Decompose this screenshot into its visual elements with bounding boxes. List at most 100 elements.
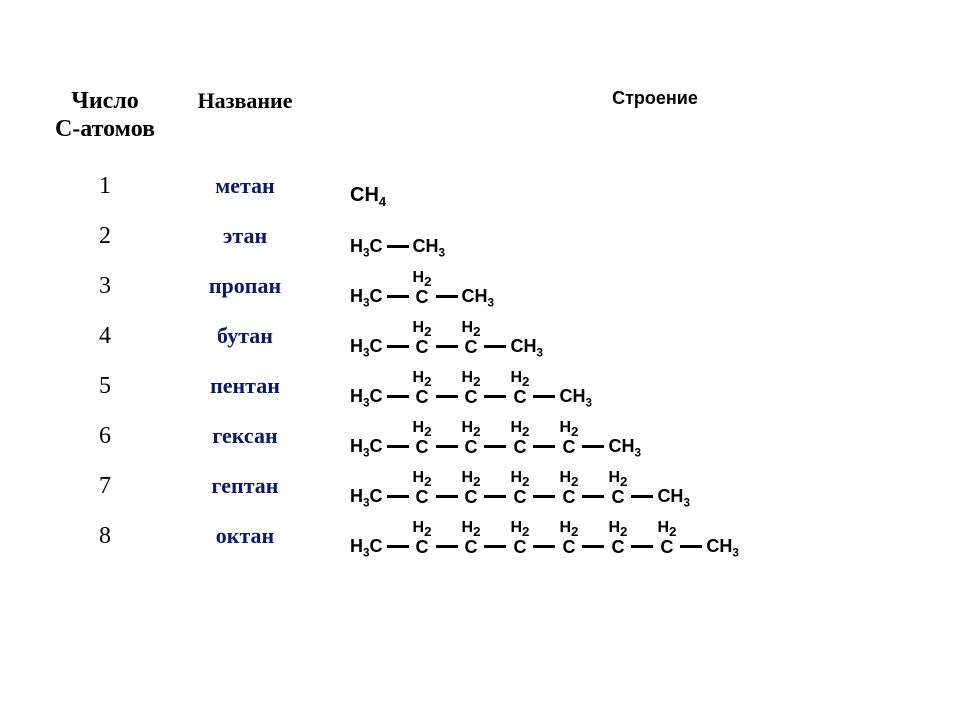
carbon-count: 4 <box>40 323 170 350</box>
bond-icon <box>387 295 409 298</box>
ch2-group: H2C <box>413 521 432 555</box>
compound-name: гептан <box>170 473 320 499</box>
carbon-count: 1 <box>40 173 170 200</box>
ch2-group: H2C <box>413 321 432 355</box>
table-row: 1метан CH4 <box>40 161 960 211</box>
carbon-count: 7 <box>40 473 170 500</box>
ch2-group: H2C <box>608 521 627 555</box>
table-row: 2этан H3C CH3 <box>40 211 960 261</box>
bond-icon <box>436 295 458 298</box>
structure-chain: CH4 <box>350 167 386 205</box>
bond-icon <box>484 495 506 498</box>
bond-icon <box>533 445 555 448</box>
terminal-group: CH3 <box>608 437 641 455</box>
ch2-group: H2C <box>462 521 481 555</box>
compound-name: этан <box>170 223 320 249</box>
table-row: 8октанH3CH2CH2CH2CH2CH2CH2CCH3 <box>40 511 960 561</box>
ch2-group: H2C <box>608 471 627 505</box>
compound-name: бутан <box>170 323 320 349</box>
ch2-group: H2C <box>413 471 432 505</box>
structure-chain: H3CH2CH2CH2CCH3 <box>350 367 592 405</box>
structure-cell: CH4 <box>320 167 386 205</box>
bond-icon <box>436 395 458 398</box>
ch2-group: H2C <box>657 521 676 555</box>
methane-formula: CH4 <box>350 185 386 205</box>
ch2-group: H2C <box>510 421 529 455</box>
header-num-line2: С-атомов <box>40 116 170 144</box>
bond-icon <box>436 445 458 448</box>
bond-icon <box>387 445 409 448</box>
compound-name: метан <box>170 173 320 199</box>
structure-cell: H3C H2C CH3 <box>320 267 494 305</box>
structure-chain: H3CH2CH2CH2CH2CH2CCH3 <box>350 467 690 505</box>
structure-chain: H3CH2CH2CH2CH2CH2CH2CCH3 <box>350 517 739 555</box>
header-col-name: Название <box>170 88 320 143</box>
compound-name: гексан <box>170 423 320 449</box>
ch2-group: H2C <box>462 371 481 405</box>
bond-icon <box>631 495 653 498</box>
carbon-count: 6 <box>40 423 170 450</box>
compound-name: пентан <box>170 373 320 399</box>
structure-cell: H3C H2C H2C CH3 <box>320 317 543 355</box>
terminal-group: CH3 <box>657 487 690 505</box>
ch2-group: H2C <box>559 421 578 455</box>
bond-icon <box>582 495 604 498</box>
ch2-group: H2C <box>413 271 432 305</box>
structure-chain: H3C CH3 <box>350 217 445 255</box>
bond-icon <box>484 445 506 448</box>
bond-icon <box>387 245 409 248</box>
ch2-group: H2C <box>462 321 481 355</box>
ch2-group: H2C <box>462 421 481 455</box>
header-col-number: Число С-атомов <box>40 88 170 143</box>
ch2-group: H2C <box>462 471 481 505</box>
bond-icon <box>387 345 409 348</box>
ch2-group: H2C <box>559 471 578 505</box>
bond-icon <box>533 395 555 398</box>
terminal-group: CH3 <box>413 237 446 255</box>
bond-icon <box>631 545 653 548</box>
carbon-count: 3 <box>40 273 170 300</box>
table-row: 7гептанH3CH2CH2CH2CH2CH2CCH3 <box>40 461 960 511</box>
terminal-group: H3C <box>350 287 383 305</box>
bond-icon <box>436 545 458 548</box>
carbon-count: 5 <box>40 373 170 400</box>
carbon-count: 2 <box>40 223 170 250</box>
bond-icon <box>484 395 506 398</box>
bond-icon <box>680 545 702 548</box>
ch2-group: H2C <box>413 421 432 455</box>
bond-icon <box>387 495 409 498</box>
table-row: 3пропанH3CH2CCH3 <box>40 261 960 311</box>
ch2-group: H2C <box>510 471 529 505</box>
bond-icon <box>533 495 555 498</box>
terminal-group: H3C <box>350 437 383 455</box>
bond-icon <box>436 495 458 498</box>
terminal-group: H3C <box>350 387 383 405</box>
bond-icon <box>533 545 555 548</box>
structure-cell: H3CH2CH2CH2CH2CH2CH2CCH3 <box>320 517 739 555</box>
structure-chain: H3C H2C H2C CH3 <box>350 317 543 355</box>
terminal-group: CH3 <box>462 287 495 305</box>
structure-cell: H3CH2CH2CH2CH2CH2CCH3 <box>320 467 690 505</box>
terminal-group: CH3 <box>706 537 739 555</box>
terminal-group: H3C <box>350 337 383 355</box>
bond-icon <box>387 545 409 548</box>
table-row: 5пентанH3CH2CH2CH2CCH3 <box>40 361 960 411</box>
ch2-group: H2C <box>510 521 529 555</box>
table-header: Число С-атомов Название Строение <box>40 88 960 143</box>
structure-chain: H3C H2C H2C H2C H2C CH3 <box>350 417 641 455</box>
terminal-group: CH3 <box>559 387 592 405</box>
bond-icon <box>582 445 604 448</box>
table-row: 4бутан H3C H2C H2C CH3 <box>40 311 960 361</box>
bond-icon <box>582 545 604 548</box>
bond-icon <box>436 345 458 348</box>
ch2-group: H2C <box>413 371 432 405</box>
structure-chain: H3C H2C CH3 <box>350 267 494 305</box>
structure-cell: H3C H2C H2C H2C H2C CH3 <box>320 417 641 455</box>
table-body: 1метанCH42этанH3CCH33пропанH3CH2CCH34бут… <box>40 161 960 561</box>
page: Число С-атомов Название Строение 1метан C… <box>0 0 960 720</box>
compound-name: октан <box>170 523 320 549</box>
bond-icon <box>387 395 409 398</box>
ch2-group: H2C <box>559 521 578 555</box>
terminal-group: H3C <box>350 237 383 255</box>
terminal-group: CH3 <box>510 337 543 355</box>
